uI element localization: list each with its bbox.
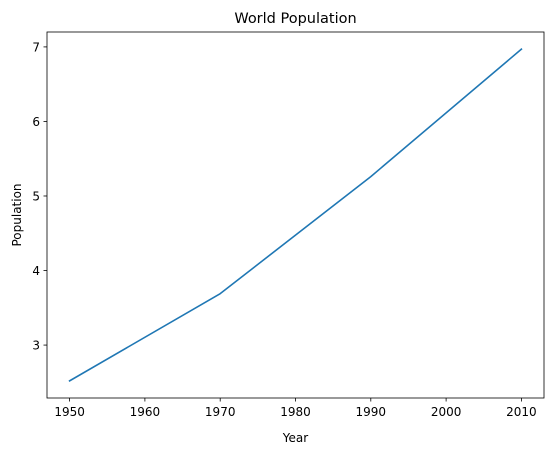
x-tick-label-1950: 1950 — [54, 405, 85, 419]
y-axis-label: Population — [10, 183, 24, 246]
y-tick-label-7: 7 — [32, 40, 40, 54]
y-tick-label-4: 4 — [32, 264, 40, 278]
y-axis-ticks: 3 4 5 6 7 — [32, 40, 47, 353]
x-axis-ticks: 1950 1960 1970 1980 1990 2000 2010 — [54, 398, 537, 419]
chart-title: World Population — [234, 11, 356, 27]
y-tick-label-5: 5 — [32, 189, 40, 203]
series-line-population — [68, 48, 523, 382]
x-tick-label-1980: 1980 — [280, 405, 311, 419]
x-tick-label-2000: 2000 — [431, 405, 462, 419]
x-axis-label: Year — [282, 431, 308, 445]
x-tick-label-1970: 1970 — [205, 405, 236, 419]
y-tick-label-3: 3 — [32, 339, 40, 353]
x-tick-label-1960: 1960 — [130, 405, 161, 419]
x-tick-label-1990: 1990 — [356, 405, 387, 419]
x-tick-label-2010: 2010 — [506, 405, 537, 419]
y-tick-label-6: 6 — [32, 115, 40, 129]
